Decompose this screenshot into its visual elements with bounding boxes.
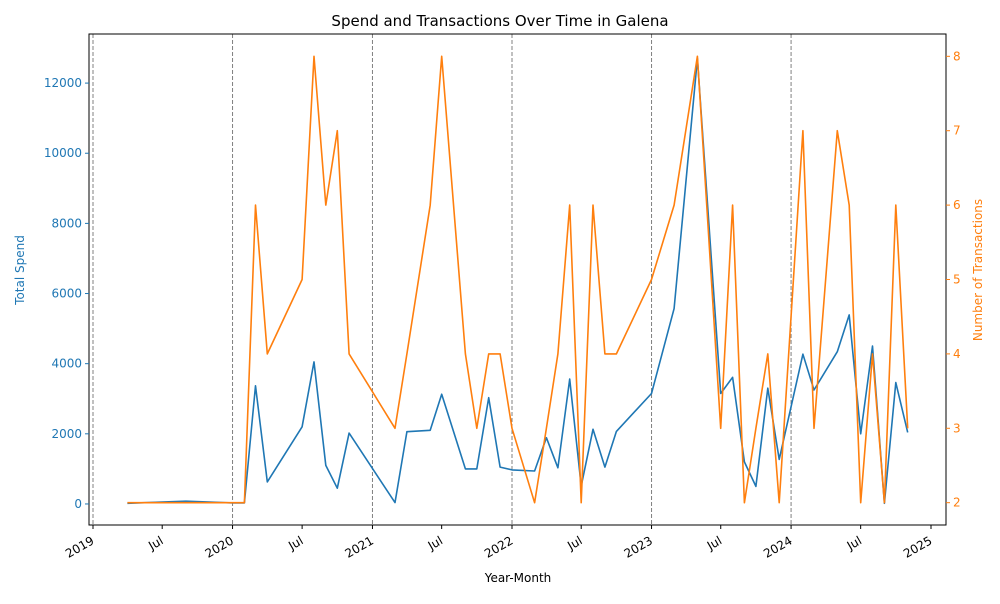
x-tick-label: Jul <box>285 533 305 553</box>
plot-frame <box>89 34 946 525</box>
axes <box>85 34 950 529</box>
x-tick-label: Jul <box>425 533 445 553</box>
x-tick-label: 2020 <box>203 533 236 560</box>
x-tick-label: Jul <box>704 533 724 553</box>
y-right-tick-label: 8 <box>953 49 961 63</box>
year-divider-lines <box>93 34 791 525</box>
y-left-tick-label: 12000 <box>44 76 82 90</box>
x-tick-label: 2021 <box>343 533 376 560</box>
y-left-tick-label: 10000 <box>44 146 82 160</box>
y-left-tick-label: 8000 <box>51 216 82 230</box>
y-left-tick-label: 4000 <box>51 357 82 371</box>
x-tick-label: Jul <box>145 533 165 553</box>
x-tick-label: 2022 <box>482 533 515 560</box>
x-tick-label: Jul <box>564 533 584 553</box>
y-left-tick-label: 6000 <box>51 287 82 301</box>
y-right-tick-label: 5 <box>953 273 961 287</box>
y-right-tick-label: 4 <box>953 347 961 361</box>
y-right-tick-label: 3 <box>953 421 961 435</box>
y-axis-right-label: Number of Transactions <box>971 199 985 341</box>
y-right-tick-label: 6 <box>953 198 961 212</box>
x-axis-label: Year-Month <box>484 571 552 585</box>
y-axis-left-label: Total Spend <box>13 235 27 306</box>
y-right-tick-label: 2 <box>953 496 961 510</box>
x-tick-label: 2025 <box>901 533 934 560</box>
x-tick-label: 2024 <box>761 533 794 560</box>
transactions-series-line <box>127 56 907 502</box>
x-tick-label: 2019 <box>63 533 96 560</box>
x-tick-label: Jul <box>844 533 864 553</box>
y-right-tick-label: 7 <box>953 124 961 138</box>
y-left-tick-label: 2000 <box>51 427 82 441</box>
chart-title: Spend and Transactions Over Time in Gale… <box>331 12 668 30</box>
x-tick-label: 2023 <box>622 533 655 560</box>
y-left-tick-label: 0 <box>74 497 82 511</box>
